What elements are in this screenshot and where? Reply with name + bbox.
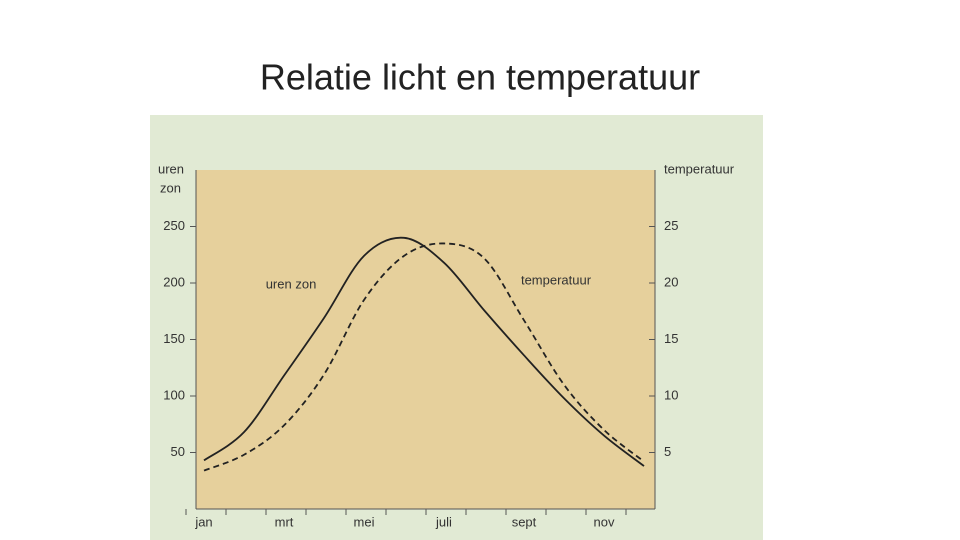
y-tick-label: 100 xyxy=(163,387,185,402)
y-tick-label: 250 xyxy=(163,218,185,233)
slide-title: Relatie licht en temperatuur xyxy=(260,57,700,98)
series-label: uren zon xyxy=(266,276,317,291)
y2-tick-label: 25 xyxy=(664,218,678,233)
y-tick-label: 50 xyxy=(171,444,185,459)
y2-axis-label: temperatuur xyxy=(664,161,735,176)
y2-tick-label: 5 xyxy=(664,444,671,459)
y2-tick-label: 10 xyxy=(664,387,678,402)
x-tick-label: jan xyxy=(194,514,212,529)
y-axis-label: uren xyxy=(158,161,184,176)
series-line xyxy=(203,236,645,467)
series-label: temperatuur xyxy=(521,272,592,287)
y2-tick-label: 20 xyxy=(664,274,678,289)
x-tick-label: sept xyxy=(512,514,537,529)
y2-tick-label: 15 xyxy=(664,331,678,346)
y-tick-label: 150 xyxy=(163,331,185,346)
y-axis-label: zon xyxy=(160,180,181,195)
x-tick-label: mrt xyxy=(275,514,294,529)
series-line xyxy=(203,242,645,472)
x-tick-label: juli xyxy=(435,514,452,529)
y-tick-label: 200 xyxy=(163,274,185,289)
x-tick-label: mei xyxy=(354,514,375,529)
x-tick-label: nov xyxy=(594,514,615,529)
plot-area xyxy=(196,170,655,509)
